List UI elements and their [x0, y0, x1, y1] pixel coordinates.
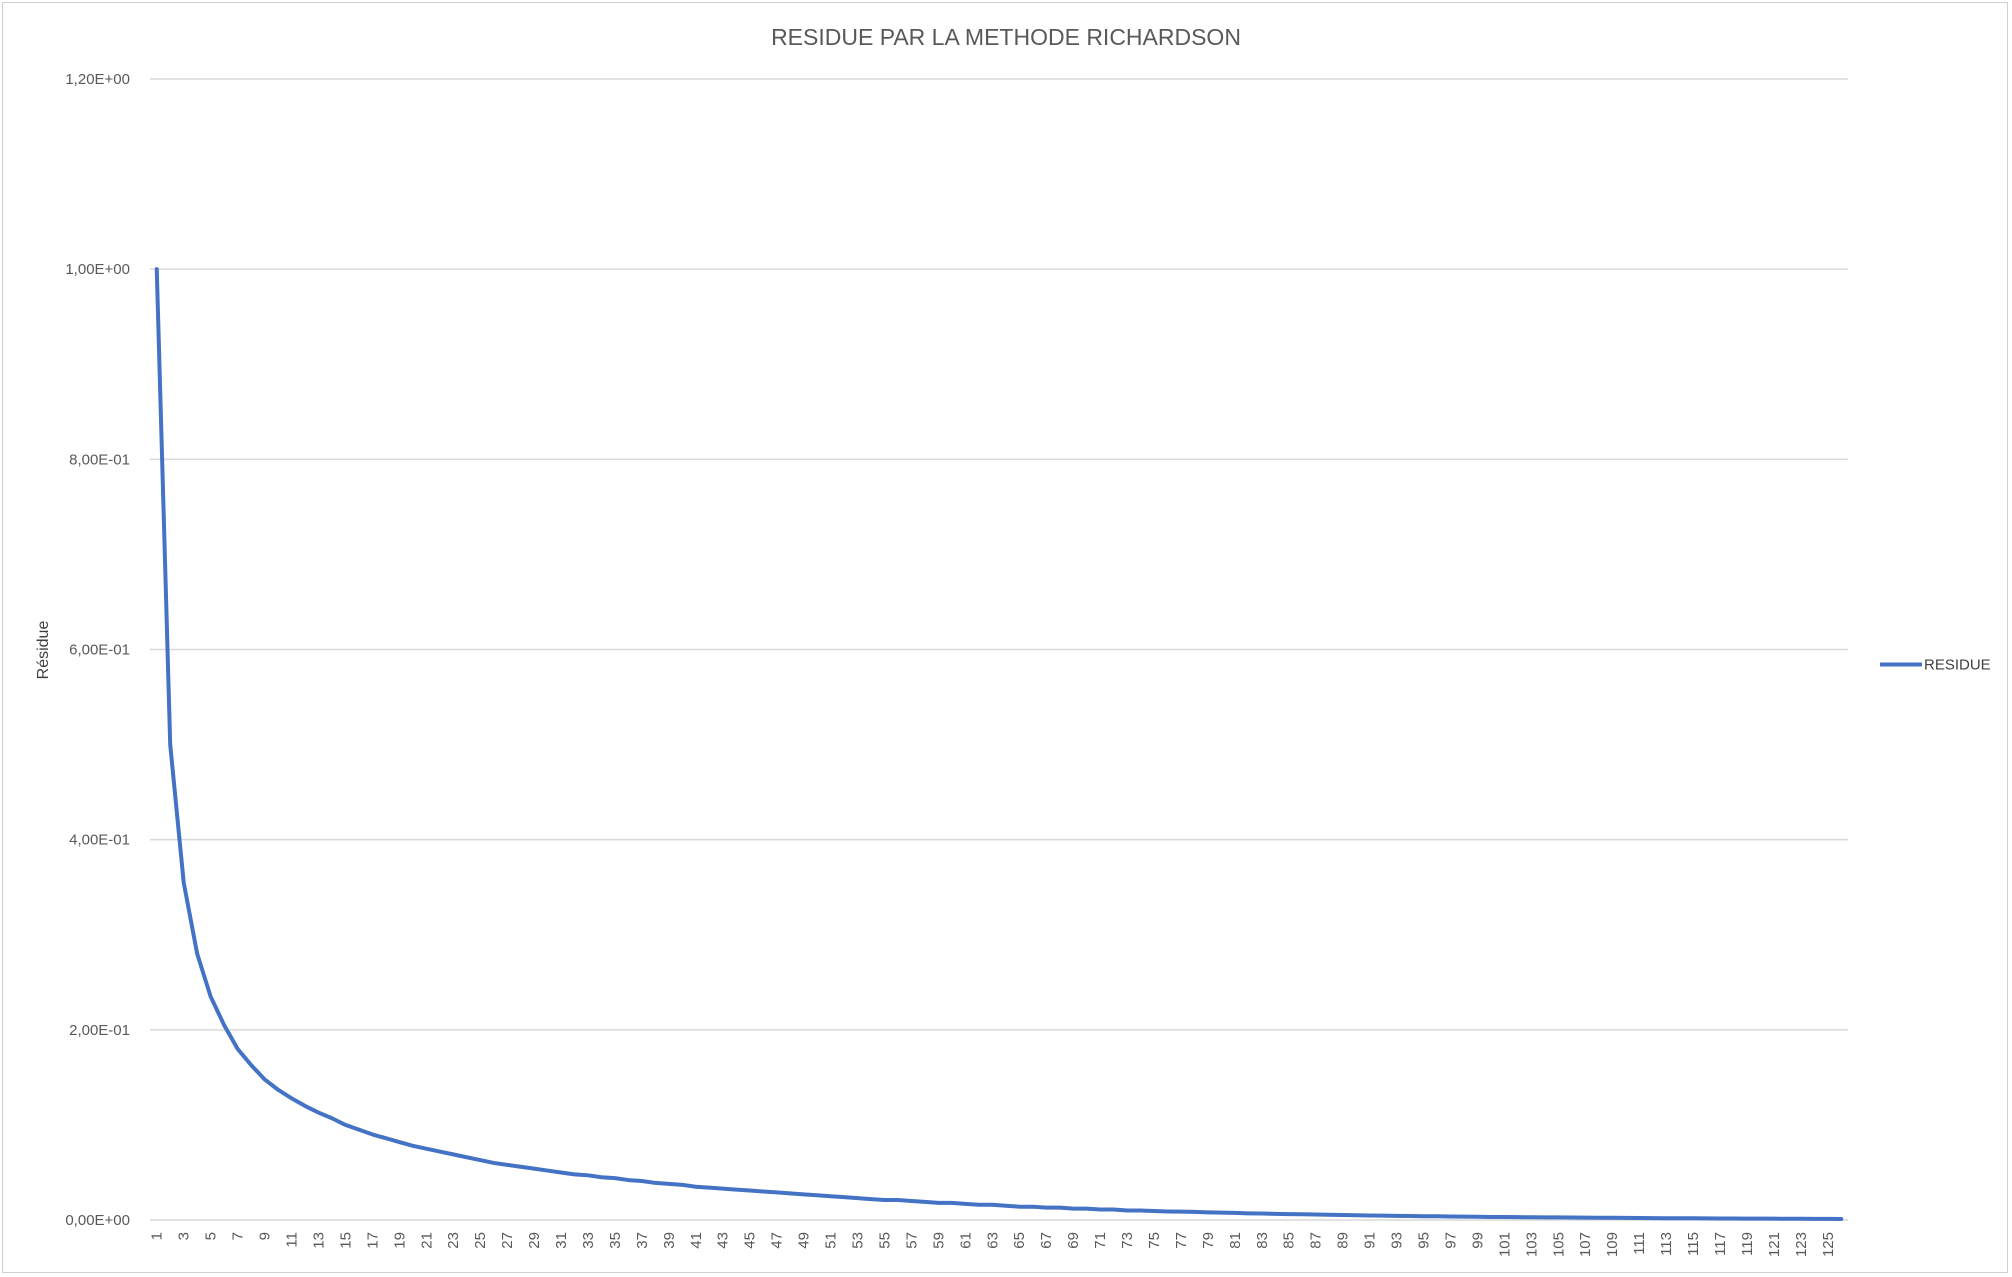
x-axis-ticks: 1 3 5 7 9 11 13 15 17 19 21 23 25 27 29 31 33 35 37 39 41 43 4… [149, 1232, 1837, 1257]
x-tick-label: 27 [499, 1232, 516, 1249]
y-tick-label: 2,00E-01 [69, 1022, 130, 1039]
series-layer [154, 267, 1844, 1221]
x-tick-label: 35 [607, 1232, 624, 1249]
x-tick-label: 29 [526, 1232, 543, 1249]
legend[interactable]: RESIDUE [1880, 657, 1991, 674]
x-tick-label: 71 [1092, 1232, 1109, 1249]
x-tick-label: 95 [1416, 1232, 1433, 1249]
y-tick-label: 6,00E-01 [69, 642, 130, 659]
x-tick-label: 125 [1820, 1232, 1837, 1257]
x-tick-label: 3 [176, 1232, 193, 1240]
x-tick-label: 19 [391, 1232, 408, 1249]
x-tick-label: 97 [1442, 1232, 1459, 1249]
y-tick-label: 8,00E-01 [69, 451, 130, 468]
x-tick-label: 79 [1200, 1232, 1217, 1249]
x-tick-label: 17 [364, 1232, 381, 1249]
x-tick-label: 41 [688, 1232, 705, 1249]
x-tick-label: 109 [1604, 1232, 1621, 1257]
x-tick-label: 33 [580, 1232, 597, 1249]
x-tick-label: 67 [1038, 1232, 1055, 1249]
x-tick-label: 99 [1469, 1232, 1486, 1249]
x-tick-label: 113 [1658, 1232, 1675, 1256]
x-tick-label: 59 [930, 1232, 947, 1249]
y-tick-label: 4,00E-01 [69, 832, 130, 849]
x-tick-label: 47 [769, 1232, 786, 1249]
x-tick-label: 1 [149, 1232, 166, 1240]
x-tick-label: 83 [1254, 1232, 1271, 1249]
x-tick-label: 53 [850, 1232, 867, 1249]
y-tick-label: 1,20E+00 [65, 71, 130, 88]
x-tick-label: 121 [1766, 1232, 1783, 1257]
x-tick-label: 15 [337, 1232, 354, 1249]
x-tick-label: 93 [1389, 1232, 1406, 1249]
x-tick-label: 75 [1146, 1232, 1163, 1249]
x-tick-label: 69 [1065, 1232, 1082, 1249]
x-tick-label: 55 [876, 1232, 893, 1249]
x-tick-label: 111 [1631, 1232, 1648, 1255]
x-tick-label: 89 [1335, 1232, 1352, 1249]
x-tick-label: 57 [903, 1232, 920, 1249]
x-tick-label: 9 [257, 1232, 274, 1240]
y-tick-label: 1,00E+00 [65, 261, 130, 278]
gridlines [150, 78, 1848, 1031]
x-tick-label: 11 [284, 1232, 301, 1248]
x-tick-label: 101 [1496, 1232, 1513, 1257]
x-tick-label: 65 [1011, 1232, 1028, 1249]
y-axis-title: Résidue [35, 621, 52, 680]
y-axis-ticks: 0,00E+00 2,00E-01 4,00E-01 6,00E-01 8,00E-01… [65, 71, 130, 1229]
chart-title: RESIDUE PAR LA METHODE RICHARDSON [771, 24, 1241, 50]
x-tick-label: 61 [957, 1232, 974, 1249]
x-tick-label: 43 [715, 1232, 732, 1249]
x-tick-label: 13 [310, 1232, 327, 1249]
x-tick-label: 39 [661, 1232, 678, 1249]
x-tick-label: 103 [1523, 1232, 1540, 1257]
x-tick-label: 107 [1577, 1232, 1594, 1257]
x-tick-label: 45 [742, 1232, 759, 1249]
x-tick-label: 63 [984, 1232, 1001, 1249]
x-tick-label: 25 [472, 1232, 489, 1249]
x-tick-label: 81 [1227, 1232, 1244, 1249]
x-tick-label: 31 [553, 1232, 570, 1249]
y-tick-label: 0,00E+00 [65, 1212, 130, 1229]
x-tick-label: 91 [1362, 1232, 1379, 1249]
x-tick-label: 105 [1550, 1232, 1567, 1257]
x-tick-label: 21 [418, 1232, 435, 1249]
x-tick-label: 49 [796, 1232, 813, 1249]
x-tick-label: 37 [634, 1232, 651, 1249]
x-tick-label: 117 [1712, 1232, 1729, 1256]
x-tick-label: 5 [203, 1232, 220, 1240]
x-tick-label: 119 [1739, 1232, 1756, 1256]
x-tick-label: 73 [1119, 1232, 1136, 1249]
x-tick-label: 7 [230, 1232, 247, 1240]
series-line-residue [154, 267, 1844, 1221]
x-tick-label: 87 [1308, 1232, 1325, 1249]
legend-label-residue: RESIDUE [1924, 657, 1991, 674]
x-tick-label: 115 [1685, 1232, 1702, 1256]
x-tick-label: 77 [1173, 1232, 1190, 1249]
x-tick-label: 123 [1793, 1232, 1810, 1257]
x-tick-label: 23 [445, 1232, 462, 1249]
x-tick-label: 51 [823, 1232, 840, 1249]
x-tick-label: 85 [1281, 1232, 1298, 1249]
